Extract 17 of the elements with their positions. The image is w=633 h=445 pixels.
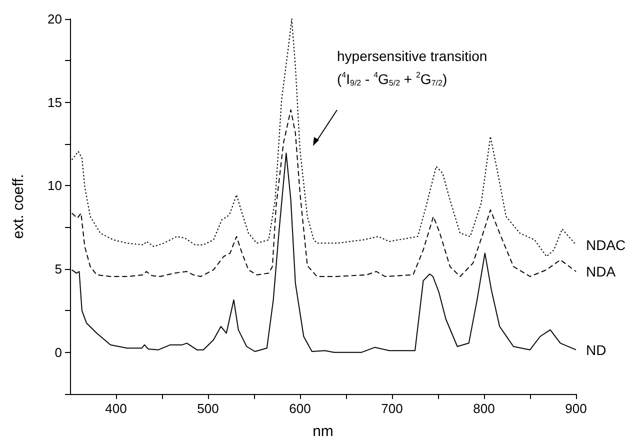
x-tick-label: 600 [289, 401, 311, 416]
x-tick-label: 400 [105, 401, 127, 416]
y-tick-label: 10 [48, 178, 62, 194]
y-tick-label: 5 [54, 262, 62, 276]
series-label: ND [586, 342, 606, 358]
x-tick-label: 800 [473, 401, 495, 416]
annotation: hypersensitive transition [337, 48, 488, 64]
y-axis-title: ext. coeff. [10, 174, 27, 239]
y-tick-label: 0 [54, 344, 62, 360]
x-tick-label: 900 [565, 401, 587, 416]
y-tick-label: 20 [48, 12, 62, 26]
x-tick-label: 700 [381, 401, 403, 416]
x-tick-label: 500 [197, 401, 219, 416]
y-tick-label: 15 [48, 94, 62, 110]
series-label: NDA [586, 264, 616, 280]
x-axis-title: nm [312, 423, 334, 440]
series-label: NDAC [586, 236, 626, 253]
